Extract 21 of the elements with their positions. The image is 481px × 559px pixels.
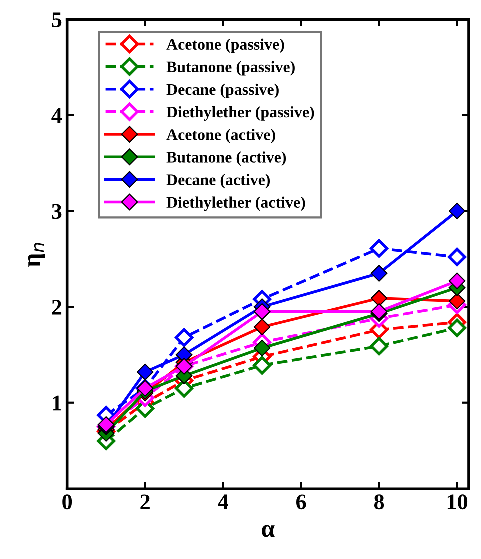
x-axis-title: α [262, 525, 275, 538]
legend-label: Acetone (active) [166, 129, 276, 144]
x-tick-label: 8 [374, 494, 384, 510]
legend-label: Acetone (passive) [166, 38, 284, 54]
x-tick-label: 6 [296, 494, 306, 510]
legend-label: Butanone (active) [166, 152, 286, 166]
y-tick-label: 1 [53, 396, 62, 411]
y-tick-label: 5 [52, 12, 62, 28]
legend-label: Decane (passive) [166, 84, 279, 98]
y-tick-label: 4 [52, 108, 62, 124]
x-tick-label: 4 [218, 494, 228, 510]
legend-label: Butanone (passive) [166, 61, 295, 76]
x-tick-label: 10 [448, 494, 468, 510]
x-tick-label: 2 [140, 494, 150, 510]
legend-label: Decane (active) [166, 174, 270, 189]
y-tick-label: 2 [52, 300, 62, 315]
legend-label: Diethylether (active) [166, 196, 306, 212]
legend-label: Diethylether (passive) [166, 106, 314, 121]
y-tick-label: 3 [52, 204, 62, 220]
x-tick-label: 0 [62, 494, 72, 510]
y-axis-title: η$_{n}$ [28, 243, 46, 268]
